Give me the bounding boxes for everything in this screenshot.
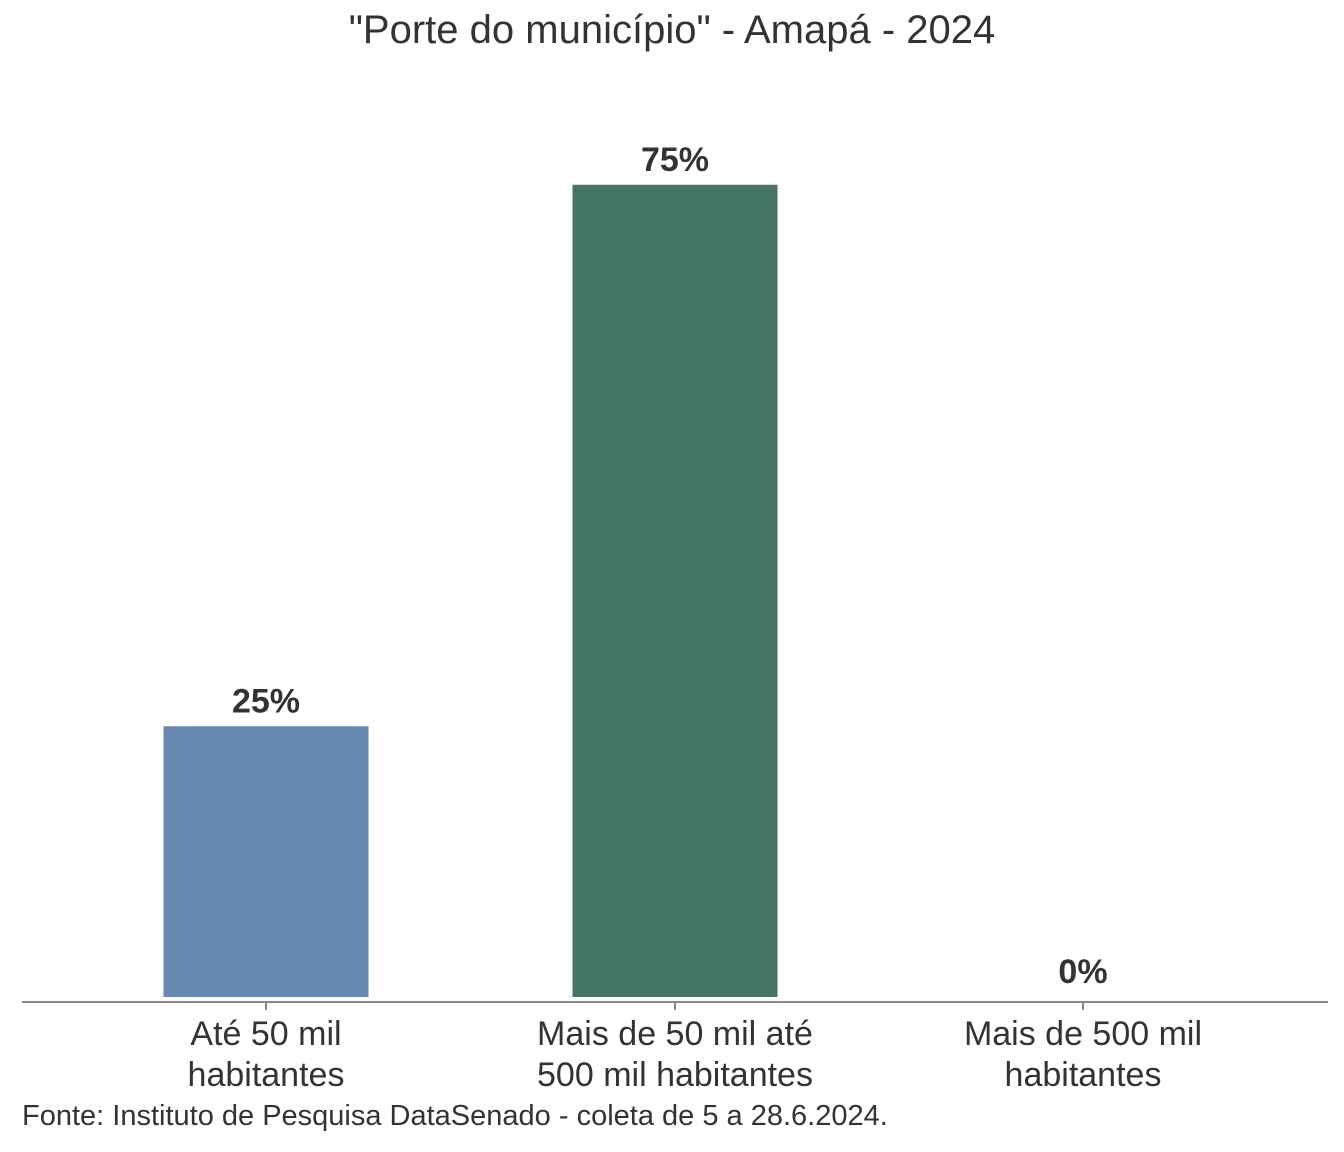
chart-source: Fonte: Instituto de Pesquisa DataSenado … — [22, 1100, 888, 1132]
x-tick-label-1: Até 50 mil habitantes — [188, 1015, 345, 1094]
x-tick-label-2: Mais de 50 mil até 500 mil habitantes — [537, 1015, 813, 1094]
data-label-2: 75% — [641, 141, 709, 179]
x-tick-label-3: Mais de 500 mil habitantes — [964, 1015, 1202, 1094]
data-label-3: 0% — [1058, 953, 1107, 991]
chart-title: "Porte do município" - Amapá - 2024 — [348, 8, 996, 52]
ticks-layer — [265, 1002, 1084, 1010]
labels-layer: 25% Até 50 mil habitantes 75% Mais de 50 mil… — [188, 141, 1203, 1094]
data-label-1: 25% — [232, 682, 300, 720]
bar-1 — [163, 726, 369, 997]
bars-layer — [163, 184, 778, 997]
bar-2 — [572, 184, 778, 997]
